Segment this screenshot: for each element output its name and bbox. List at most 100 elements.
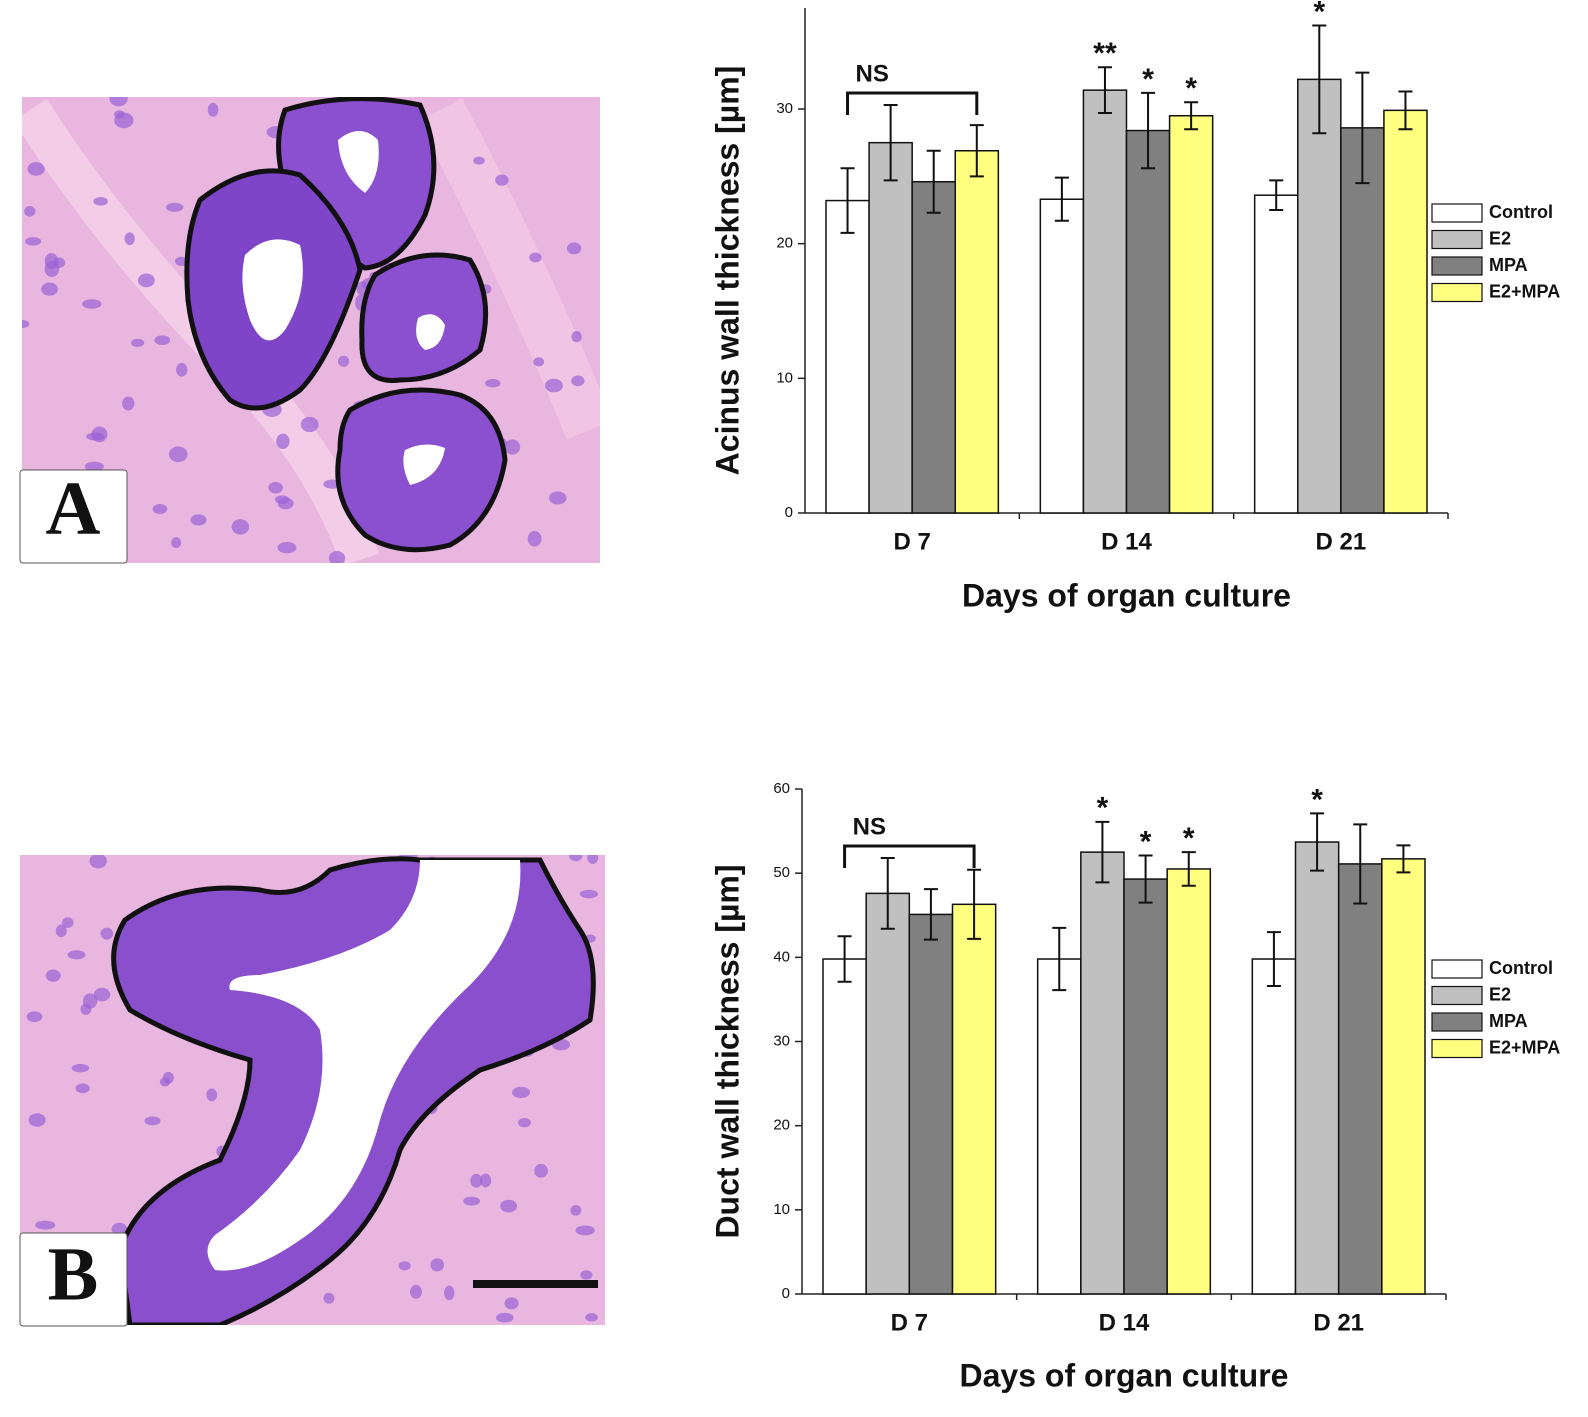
y-axis-label: Duct wall thickness [µm] bbox=[709, 864, 745, 1238]
annotation: * bbox=[1183, 822, 1195, 855]
bar bbox=[1251, 958, 1297, 1295]
cell-nucleus bbox=[495, 1312, 514, 1323]
bar bbox=[1297, 78, 1342, 514]
x-tick-label: D 7 bbox=[891, 1309, 928, 1336]
legend-label: E2 bbox=[1489, 984, 1511, 1004]
cell-nucleus bbox=[114, 110, 125, 119]
annotation: * bbox=[1140, 825, 1152, 858]
legend-label: MPA bbox=[1489, 255, 1528, 275]
bar bbox=[822, 958, 867, 1295]
cell-nucleus bbox=[35, 1220, 56, 1230]
cell-nucleus bbox=[274, 495, 290, 504]
bar bbox=[825, 199, 870, 514]
cell-nucleus bbox=[84, 461, 104, 472]
bar bbox=[1253, 194, 1299, 514]
bar bbox=[1039, 198, 1085, 514]
y-tick-label: 60 bbox=[773, 780, 790, 797]
annotation: * bbox=[1313, 0, 1325, 28]
cell-nucleus bbox=[176, 362, 188, 377]
legend-swatch bbox=[1431, 985, 1483, 1006]
cell-nucleus bbox=[71, 1063, 90, 1073]
bar bbox=[908, 913, 954, 1295]
stroma bbox=[417, 98, 600, 440]
cell-nucleus bbox=[504, 1297, 519, 1310]
y-tick-label: 20 bbox=[776, 235, 793, 252]
cell-nucleus bbox=[570, 1205, 582, 1216]
cell-nucleus bbox=[82, 993, 98, 1009]
cell-nucleus bbox=[159, 1077, 171, 1087]
cell-nucleus bbox=[25, 237, 42, 246]
bar bbox=[1166, 868, 1212, 1295]
cell-nucleus bbox=[527, 530, 542, 547]
error-bar bbox=[969, 124, 984, 178]
cell-nucleus bbox=[55, 924, 67, 938]
annotation: * bbox=[1142, 63, 1154, 96]
cell-nucleus bbox=[473, 156, 485, 165]
legend-swatch bbox=[1431, 282, 1483, 303]
x-tick-label: D 21 bbox=[1315, 528, 1366, 555]
legend-label: Control bbox=[1489, 958, 1553, 978]
legend-swatch bbox=[1431, 203, 1483, 223]
x-tick-label: D 21 bbox=[1313, 1309, 1364, 1336]
cell-nucleus bbox=[122, 396, 135, 411]
legend-label: E2+MPA bbox=[1489, 1037, 1560, 1057]
error-bar bbox=[1353, 823, 1368, 905]
cell-nucleus bbox=[529, 252, 542, 263]
error-bar bbox=[1184, 101, 1199, 131]
panel-label: B bbox=[48, 1232, 99, 1316]
bar bbox=[911, 180, 957, 514]
cell-nucleus bbox=[276, 433, 290, 450]
error-bar bbox=[1398, 90, 1413, 131]
cell-nucleus bbox=[27, 162, 45, 176]
y-tick-label: 0 bbox=[782, 1285, 790, 1302]
cell-nucleus bbox=[580, 1270, 593, 1280]
legend-swatch bbox=[1431, 256, 1483, 276]
bar bbox=[951, 903, 997, 1295]
x-axis-label: Days of organ culture bbox=[962, 577, 1291, 613]
bar bbox=[954, 149, 1000, 514]
lumen bbox=[416, 314, 445, 350]
cell-nucleus bbox=[168, 446, 188, 463]
annotation: * bbox=[1185, 72, 1197, 105]
cell-nucleus bbox=[495, 174, 509, 186]
error-bar bbox=[1181, 851, 1196, 887]
legend-label: MPA bbox=[1489, 1011, 1528, 1031]
cell-nucleus bbox=[28, 1113, 46, 1127]
cell-nucleus bbox=[207, 102, 219, 117]
annotation: NS bbox=[853, 813, 886, 840]
x-tick-label: D 14 bbox=[1099, 1309, 1150, 1336]
cell-nucleus bbox=[444, 1285, 455, 1301]
annotation: ** bbox=[1093, 37, 1117, 70]
bracket bbox=[843, 844, 976, 869]
bar bbox=[1340, 127, 1385, 514]
cell-nucleus bbox=[566, 242, 582, 255]
error-bar bbox=[840, 167, 855, 234]
cell-nucleus bbox=[569, 855, 583, 862]
error-bar bbox=[923, 888, 938, 941]
cell-nucleus bbox=[45, 969, 61, 982]
legend-swatch bbox=[1431, 1038, 1483, 1059]
cell-nucleus bbox=[430, 1258, 445, 1272]
error-bar bbox=[1095, 820, 1110, 884]
cell-nucleus bbox=[24, 206, 36, 217]
x-tick-label: D 14 bbox=[1101, 528, 1152, 555]
error-bar bbox=[1355, 71, 1370, 185]
panel-label: A bbox=[46, 466, 101, 550]
bar bbox=[1036, 958, 1082, 1295]
annotation: NS bbox=[855, 60, 888, 87]
y-tick-label: 30 bbox=[776, 100, 793, 117]
cell-nucleus bbox=[62, 917, 74, 928]
x-tick-label: D 7 bbox=[893, 528, 930, 555]
cell-nucleus bbox=[190, 514, 207, 526]
cell-nucleus bbox=[300, 416, 319, 433]
panel-label-box bbox=[19, 469, 128, 564]
legend-label: E2 bbox=[1489, 228, 1511, 248]
cell-nucleus bbox=[165, 202, 184, 212]
y-tick-label: 10 bbox=[776, 369, 793, 386]
cell-nucleus bbox=[571, 375, 585, 387]
y-tick-label: 20 bbox=[773, 1117, 790, 1134]
cell-nucleus bbox=[534, 1163, 548, 1178]
cell-nucleus bbox=[22, 320, 30, 329]
y-tick-label: 10 bbox=[773, 1201, 790, 1218]
cell-nucleus bbox=[512, 1086, 531, 1099]
